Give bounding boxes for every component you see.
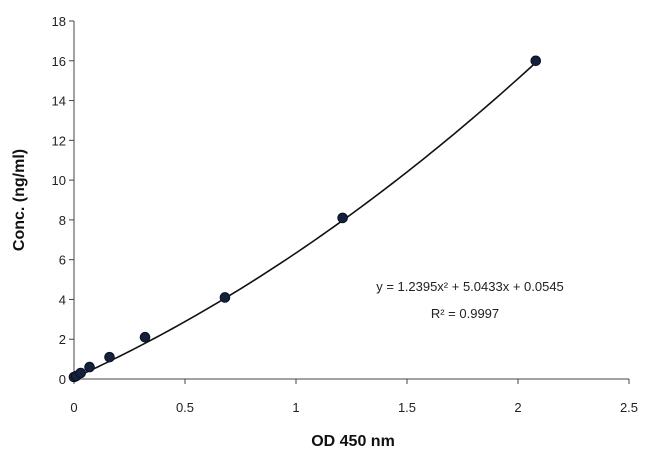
data-point	[84, 361, 95, 373]
x-tick-label: 1	[292, 400, 299, 415]
y-tick-label: 4	[59, 292, 66, 307]
data-point	[337, 212, 348, 224]
x-tick-label: 2.5	[620, 400, 638, 415]
y-axis-label: Conc. (ng/ml)	[11, 149, 28, 251]
x-tick-label: 0	[70, 400, 77, 415]
y-tick-label: 18	[52, 14, 66, 29]
x-tick-labels: 0 0.5 1 1.5 2 2.5	[70, 400, 638, 415]
data-point	[530, 55, 542, 67]
trendline-equation: y = 1.2395x² + 5.0433x + 0.0545	[376, 279, 564, 294]
trendline	[73, 62, 537, 379]
data-point	[104, 351, 115, 363]
y-tick-label: 10	[52, 173, 66, 188]
data-point	[139, 331, 151, 343]
y-tick-label: 14	[52, 94, 66, 109]
y-tick-label: 0	[59, 372, 66, 387]
r-squared-label: R² = 0.9997	[431, 306, 499, 321]
y-tick-labels: 0 2 4 6 8 10 12 14 16 18	[52, 14, 66, 387]
y-tick-label: 16	[52, 54, 66, 69]
x-tick-label: 0.5	[176, 400, 194, 415]
x-axis-label: OD 450 nm	[311, 433, 395, 450]
axes	[69, 20, 630, 384]
y-tick-label: 8	[59, 213, 66, 228]
x-tick-label: 1.5	[398, 400, 416, 415]
y-tick-label: 2	[59, 332, 66, 347]
data-point	[219, 292, 231, 303]
x-tick-label: 2	[514, 400, 521, 415]
y-tick-label: 12	[52, 133, 66, 148]
data-point	[75, 367, 86, 379]
data-points	[68, 55, 542, 383]
y-tick-label: 6	[59, 253, 66, 268]
